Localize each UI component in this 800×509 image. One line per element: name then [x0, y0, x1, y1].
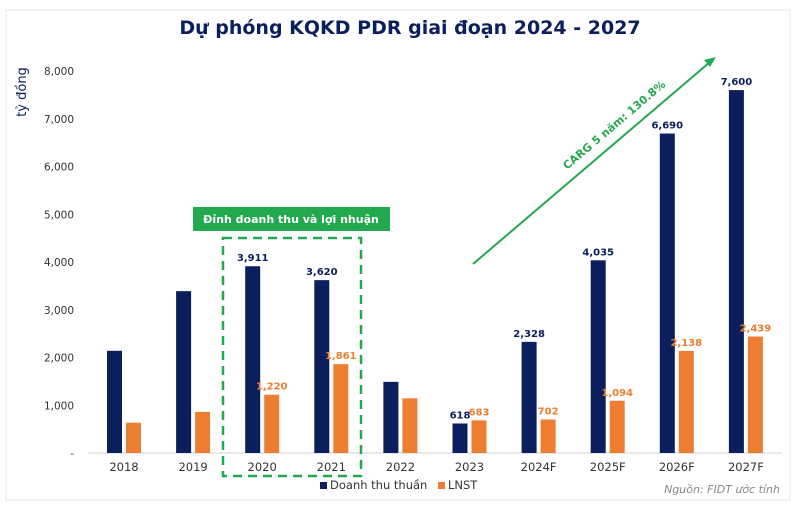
bar-lnst: [402, 398, 418, 453]
data-label: 3,620: [306, 267, 338, 278]
y-tick-label: 1,000: [44, 400, 74, 412]
y-tick-label: 5,000: [44, 209, 74, 221]
data-label: 1,220: [256, 382, 288, 393]
legend-swatch-revenue: [320, 482, 327, 489]
bar-revenue: [107, 350, 122, 453]
bar-revenue: [452, 423, 468, 453]
x-tick-label: 2019: [178, 460, 207, 474]
x-tick-label: 2021: [317, 460, 346, 474]
x-tick-label: 2026F: [659, 460, 695, 474]
bar-lnst: [264, 394, 280, 453]
bar-revenue: [659, 133, 675, 454]
data-label: 702: [538, 406, 559, 417]
bar-lnst: [609, 400, 625, 453]
legend-swatch-lnst: [438, 482, 445, 489]
x-tick-label: 2027F: [728, 460, 764, 474]
legend-label-lnst: LNST: [448, 478, 478, 492]
trend-arrow-head: [704, 57, 716, 67]
x-tick-label: 2022: [386, 460, 415, 474]
y-tick-label: -: [70, 448, 74, 460]
data-label: 6,690: [651, 121, 683, 132]
data-label: 2,138: [670, 338, 702, 349]
data-label: 2,439: [740, 324, 772, 335]
bar-revenue: [521, 341, 537, 453]
legend-label-revenue: Doanh thu thuần: [330, 478, 427, 492]
data-label: 3,911: [237, 253, 269, 264]
data-label: 1,094: [601, 388, 633, 399]
y-tick-label: 8,000: [44, 66, 74, 78]
y-axis-label: tỷ đồng: [15, 67, 30, 117]
bar-lnst: [126, 422, 141, 453]
y-tick-label: 7,000: [44, 114, 74, 126]
x-tick-label: 2020: [248, 460, 277, 474]
chart-title: Dự phóng KQKD PDR giai đoạn 2024 - 2027: [179, 17, 640, 39]
data-label: 683: [469, 407, 490, 418]
bar-revenue: [728, 90, 744, 453]
x-tick-label: 2025F: [590, 460, 626, 474]
bar-revenue: [590, 260, 606, 453]
data-label: 2,328: [513, 329, 545, 340]
highlight-dashed-box: [221, 236, 363, 478]
data-label: 4,035: [582, 247, 614, 258]
source-note: Nguồn: FIDT ước tính: [664, 483, 780, 496]
bar-lnst: [747, 336, 763, 453]
bar-lnst: [195, 411, 211, 453]
bar-revenue: [245, 266, 261, 453]
bar-revenue: [383, 381, 399, 453]
data-label: 1,861: [325, 351, 357, 362]
data-label: 618: [450, 410, 471, 421]
x-tick-label: 2023: [455, 460, 484, 474]
bar-lnst: [471, 420, 487, 453]
y-tick-label: 4,000: [44, 257, 74, 269]
bar-revenue: [314, 280, 330, 453]
y-tick-label: 2,000: [44, 353, 74, 365]
x-tick-label: 2018: [109, 460, 138, 474]
highlight-banner: [193, 207, 390, 231]
y-tick-label: 3,000: [44, 305, 74, 317]
highlight-banner-text: Đỉnh doanh thu và lợi nhuận: [203, 213, 379, 226]
x-tick-label: 2024F: [521, 460, 557, 474]
y-tick-label: 6,000: [44, 162, 74, 174]
data-label: 7,600: [721, 77, 753, 88]
trend-arrow-line: [472, 61, 711, 265]
bar-lnst: [540, 419, 556, 453]
bar-lnst: [678, 350, 694, 453]
bar-revenue: [176, 291, 192, 453]
bar-lnst: [333, 364, 349, 453]
